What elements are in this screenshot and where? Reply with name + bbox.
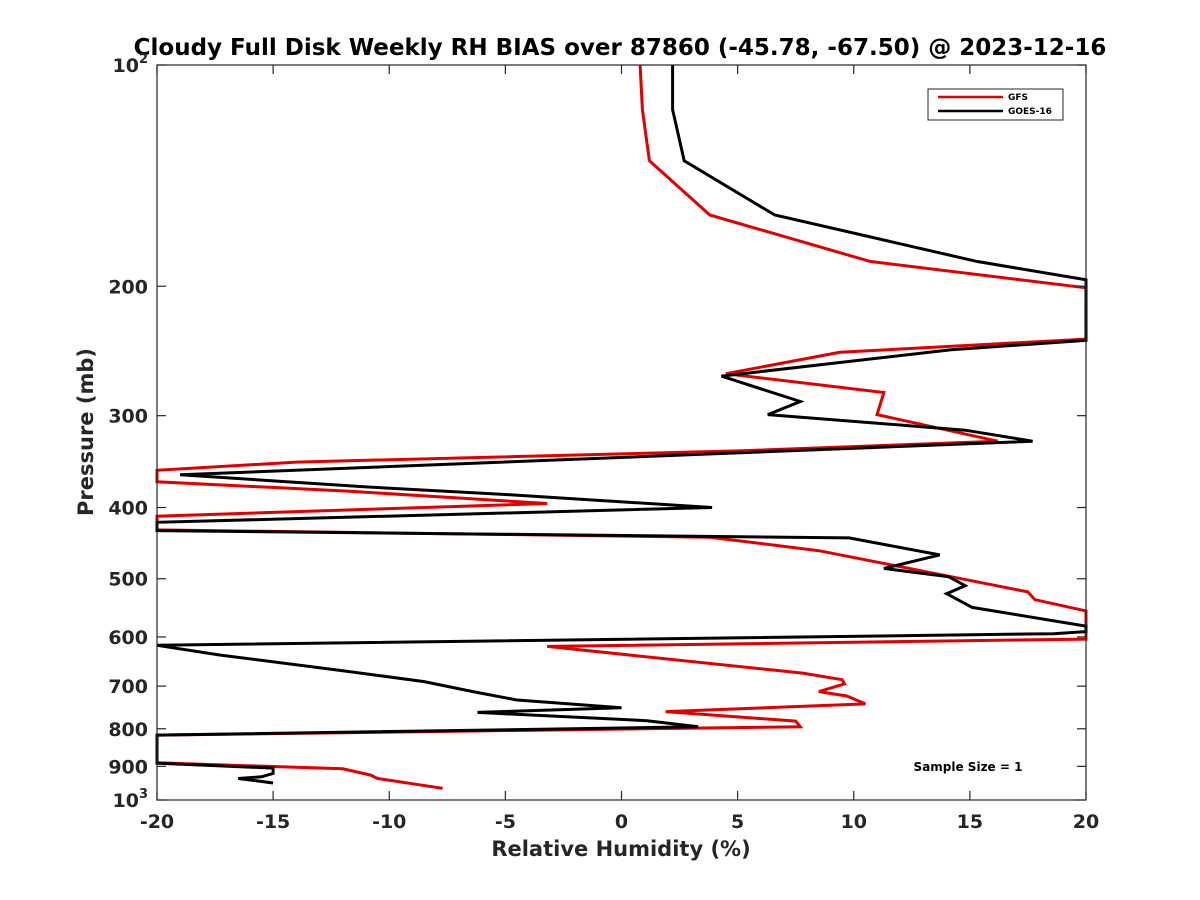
y-tick-label: 800 (108, 719, 148, 741)
x-tick-label: 20 (1073, 811, 1099, 833)
x-tick-label: 15 (957, 811, 983, 833)
y-tick-label: 900 (108, 756, 148, 778)
series-layer (155, 64, 1088, 790)
x-axis-label: Relative Humidity (%) (491, 837, 750, 861)
y-tick-label: 500 (108, 569, 148, 591)
y-tick-label: 103 (113, 787, 149, 812)
x-tick-label: 5 (731, 811, 744, 833)
legend-box (927, 88, 1064, 121)
legend-label: GFS (1008, 93, 1028, 103)
legend-label: GOES-16 (1008, 107, 1052, 117)
y-axis-label: Pressure (mb) (74, 348, 98, 516)
sample-size-annotation: Sample Size = 1 (914, 760, 1023, 774)
x-tick-label: -15 (256, 811, 290, 833)
x-tick-label: -20 (140, 811, 174, 833)
x-tick-label: 10 (841, 811, 867, 833)
series-line-goes-16 (155, 65, 1088, 785)
legend-items: GFS GOES-16 (938, 93, 1052, 117)
x-tick-label: -10 (372, 811, 406, 833)
legend: GFS GOES-16 (927, 88, 1064, 121)
x-tick-label: -5 (495, 811, 516, 833)
x-tick-label: 0 (615, 811, 628, 833)
y-axis: 102 200 300 400 500 600 700 800 900 103 (108, 52, 1086, 812)
y-tick-label: 200 (108, 276, 148, 298)
chart-title: Cloudy Full Disk Weekly RH BIAS over 878… (134, 35, 1107, 61)
y-tick-label: 300 (108, 406, 148, 428)
series-line-gfs (155, 64, 1088, 790)
y-tick-label: 700 (108, 676, 148, 698)
plot-area-frame (156, 64, 1087, 801)
y-tick-label: 400 (108, 498, 148, 520)
y-tick-label: 600 (108, 627, 148, 649)
x-axis: -20 -15 -10 -5 0 5 10 15 20 (140, 65, 1099, 833)
y-tick-label: 102 (113, 52, 149, 77)
